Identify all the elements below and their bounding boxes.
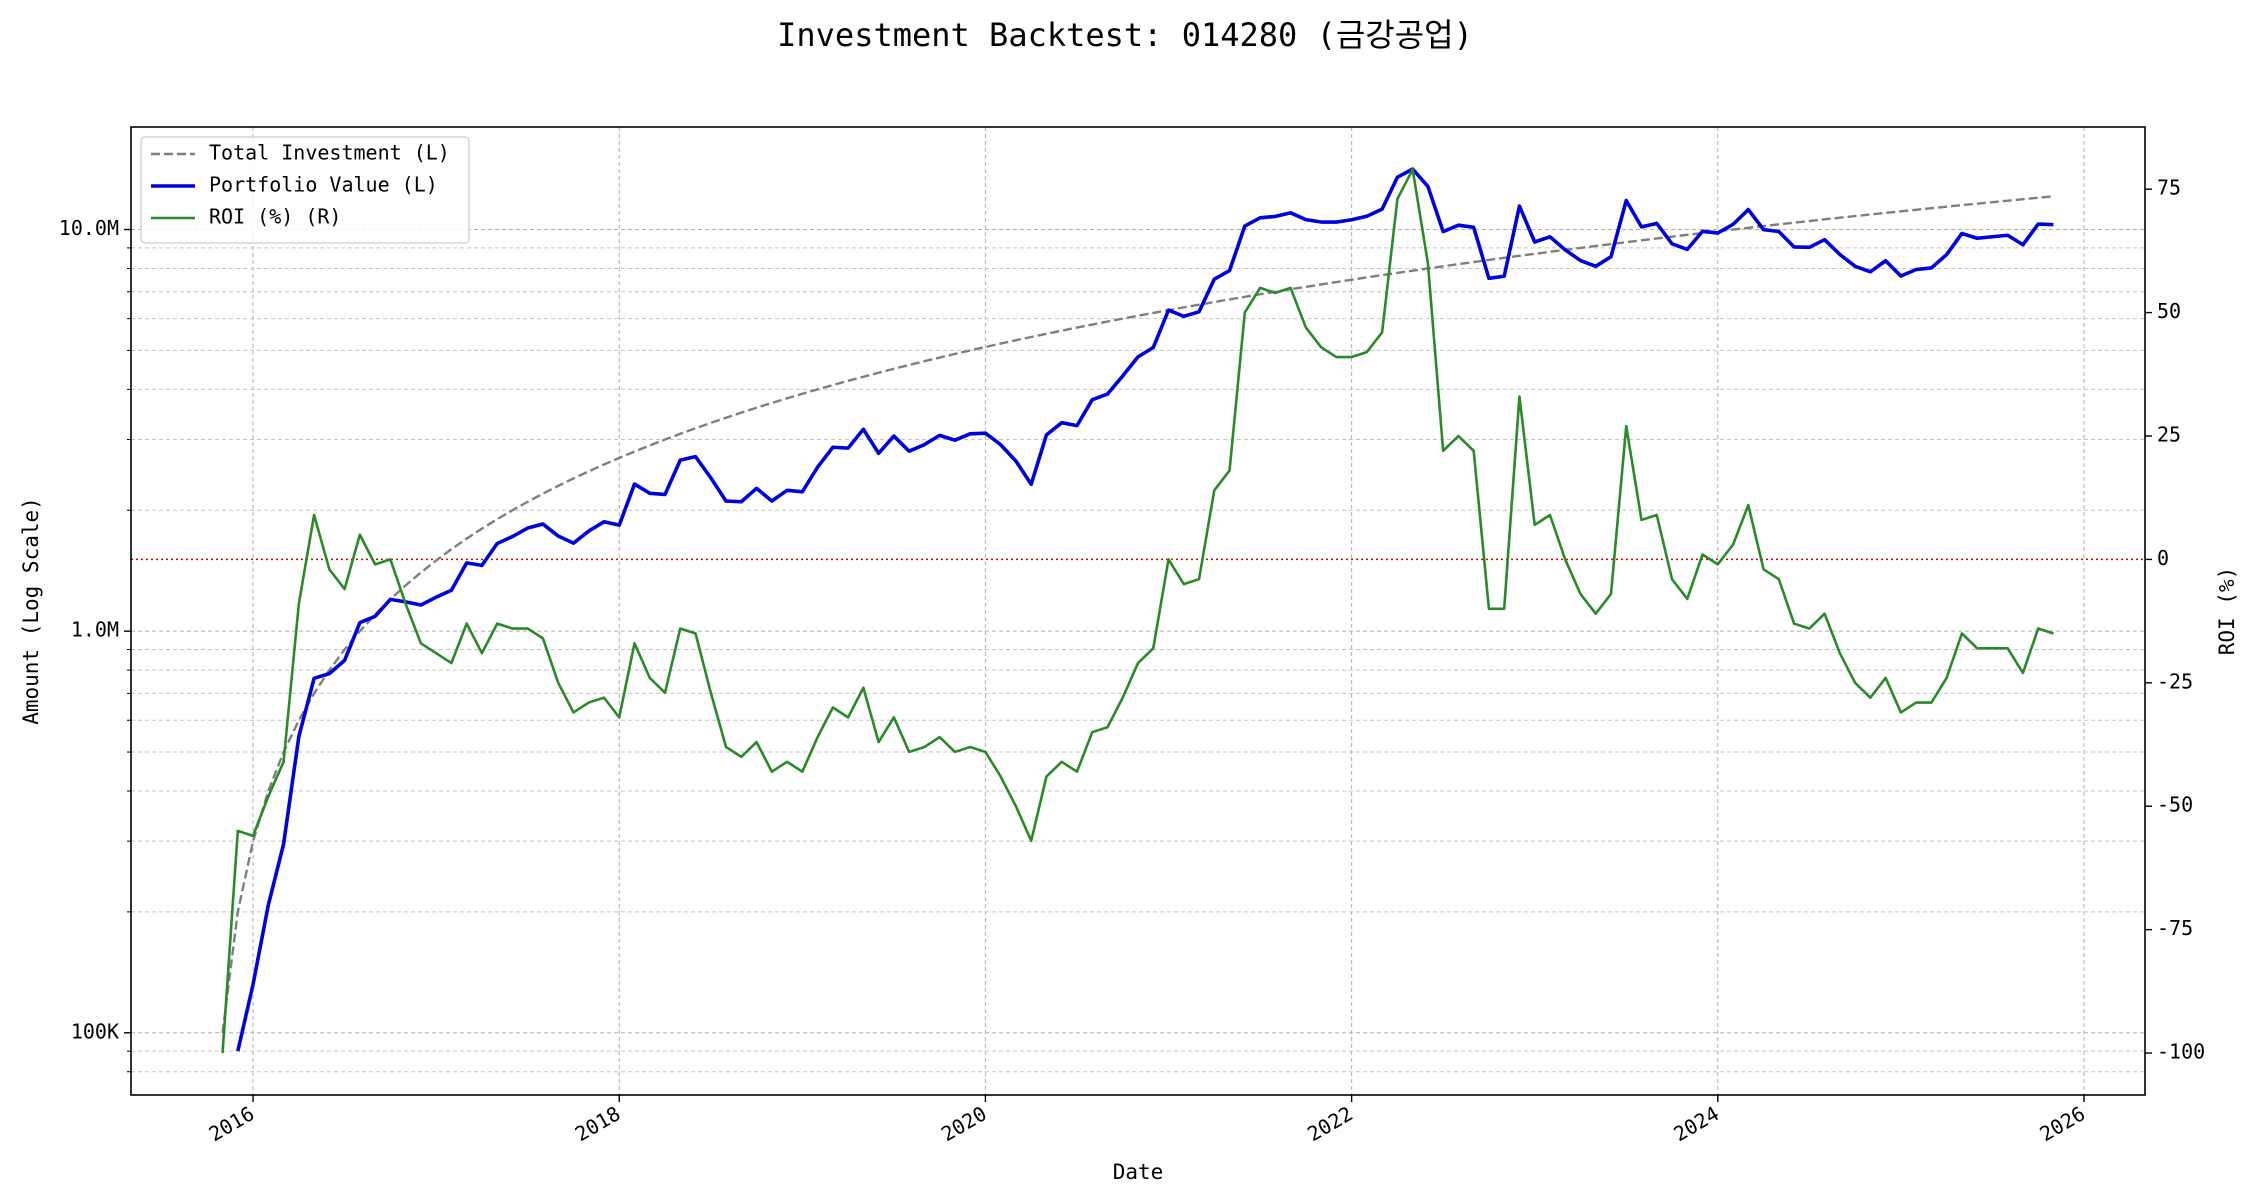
y-tick-label: 100K <box>71 1019 119 1043</box>
series-line <box>236 167 2054 1052</box>
y2-axis-label: ROI (%) <box>2215 567 2239 656</box>
y-tick-label: 1.0M <box>71 618 119 642</box>
legend-label: ROI (%) (R) <box>209 205 341 229</box>
y2-tick-label: 0 <box>2157 546 2169 570</box>
y2-tick-label: 25 <box>2157 423 2181 447</box>
series-line <box>221 195 2054 1033</box>
chart-title: Investment Backtest: 014280 (금강공업) <box>777 16 1473 54</box>
legend-label: Total Investment (L) <box>209 141 450 165</box>
y2-tick-label: 75 <box>2157 176 2181 200</box>
plot-frame <box>130 126 2146 1096</box>
y-axis-label: Amount (Log Scale) <box>19 497 43 725</box>
y2-tick-label: -25 <box>2157 669 2193 693</box>
y-tick-label: 10.0M <box>59 216 119 240</box>
y2-tick-label: -100 <box>2157 1040 2205 1064</box>
x-axis-label: Date <box>1113 1160 1164 1184</box>
legend-label: Portfolio Value (L) <box>209 173 438 197</box>
y2-tick-label: 50 <box>2157 299 2181 323</box>
y2-tick-label: -50 <box>2157 793 2193 817</box>
plot-lines <box>221 167 2054 1054</box>
y2-tick-label: -75 <box>2157 916 2193 940</box>
series-line <box>221 168 2054 1054</box>
legend-box <box>140 136 470 244</box>
